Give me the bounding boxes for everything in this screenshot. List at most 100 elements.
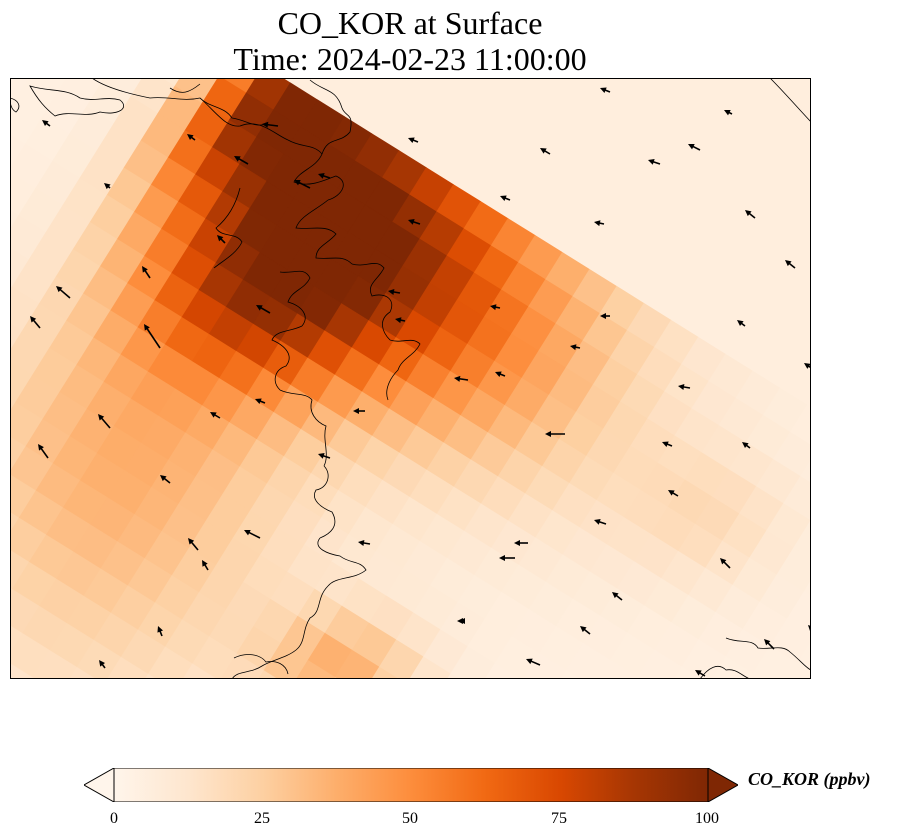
wind-arrow-head <box>600 87 607 94</box>
wind-arrow-head <box>500 195 507 202</box>
field-cell <box>10 134 26 170</box>
wind-arrow-head <box>490 304 497 311</box>
wind-arrow-head <box>678 384 685 390</box>
field-cell <box>107 656 149 679</box>
wind-arrow-head <box>217 235 224 242</box>
field-cell <box>182 663 218 679</box>
field-cell <box>76 639 122 679</box>
wind-arrow-head <box>526 658 533 665</box>
field-cell <box>484 663 521 679</box>
field-cell <box>752 645 798 679</box>
field-cell <box>378 639 424 679</box>
wind-arrow-head <box>688 144 695 150</box>
coastline <box>10 78 811 679</box>
wind-arrow-head <box>234 156 241 162</box>
map-title: CO_KOR at Surface <box>277 5 543 41</box>
colorbar-label: CO_KOR (ppbv) <box>748 769 871 789</box>
field-cell <box>10 625 23 655</box>
wind-arrow-head <box>408 137 415 144</box>
field-cell <box>32 650 78 679</box>
wind-arrow-head <box>294 180 301 186</box>
wind-arrow-head <box>30 316 37 323</box>
wind-arrow-head <box>144 324 150 331</box>
colorbar-tick: 0 <box>110 810 118 827</box>
field-cell <box>334 649 380 679</box>
wind-arrow-head <box>764 639 771 646</box>
wind-arrow-head <box>804 363 811 369</box>
wind-arrow-head <box>454 375 461 382</box>
wind-arrow-head <box>495 371 502 378</box>
colorbar-extend-min <box>84 768 115 802</box>
wind-arrow-head <box>256 305 263 311</box>
wind-vectors <box>30 87 811 677</box>
field-cell <box>10 398 16 412</box>
wind-arrow-head <box>160 475 167 482</box>
field-cell <box>447 673 460 679</box>
wind-arrow-head <box>98 414 105 421</box>
wind-arrow-head <box>388 289 395 295</box>
colorbar-tick: 50 <box>402 810 418 827</box>
wind-arrow-head <box>594 519 601 525</box>
colorbar <box>84 768 738 802</box>
wind-arrow-head <box>737 320 744 326</box>
wind-arrow-head <box>648 159 655 165</box>
wind-arrow-head <box>580 626 587 633</box>
field-cell <box>793 520 811 559</box>
field-cell <box>10 663 34 679</box>
field-cell <box>10 436 27 473</box>
colorbar-tick: 25 <box>254 810 270 827</box>
field-cell <box>749 673 763 679</box>
wind-arrow-head <box>318 173 325 179</box>
wind-arrow-head <box>724 110 731 116</box>
field-cell <box>565 642 611 679</box>
field-cell <box>786 591 811 635</box>
wind-arrow-head <box>202 560 208 567</box>
wind-arrow-head <box>210 412 217 418</box>
field-cell <box>787 662 811 679</box>
field-cell <box>147 646 193 679</box>
colorbar-extend-max <box>707 768 738 802</box>
wind-arrow-head <box>244 530 251 536</box>
wind-arrow-head <box>745 210 752 217</box>
wind-arrow-head <box>668 490 675 496</box>
wind-arrow-head <box>742 442 749 448</box>
wind-arrow-head <box>720 558 727 565</box>
field-cell <box>409 656 452 679</box>
field-cell <box>191 636 238 679</box>
field-cell <box>258 670 278 679</box>
wind-arrow-head <box>104 183 111 190</box>
wind-arrow-head <box>540 148 547 154</box>
wind-arrow-head <box>514 540 520 546</box>
wind-arrow-shaft <box>144 326 161 349</box>
wind-arrow-head <box>42 120 49 126</box>
wind-arrow-head <box>38 444 44 451</box>
wind-arrow-head <box>695 670 702 676</box>
wind-arrow-head <box>255 398 262 405</box>
wind-arrow-head <box>142 266 148 273</box>
wind-arrow-head <box>262 121 269 128</box>
colorbar-tick: 75 <box>551 810 567 827</box>
concentration-field <box>10 78 811 679</box>
field-cell <box>522 652 567 679</box>
field-cell <box>637 649 683 679</box>
field-cell <box>711 656 754 679</box>
field-cell <box>796 640 811 673</box>
wind-arrow-head <box>662 441 669 448</box>
field-cell <box>10 512 20 533</box>
wind-arrow-head <box>545 431 551 437</box>
field-cell <box>681 639 727 679</box>
field-cell <box>494 635 540 679</box>
wind-arrow-head <box>395 317 402 324</box>
map-time: Time: 2024-02-23 11:00:00 <box>233 41 587 77</box>
field-cell <box>10 323 23 352</box>
wind-arrow-head <box>459 618 465 624</box>
wind-arrow-head <box>56 286 63 293</box>
wind-arrow-head <box>594 220 601 227</box>
field-cell <box>799 458 811 484</box>
field-cell <box>803 579 811 597</box>
wind-arrow-head <box>358 540 365 546</box>
field-cell <box>560 669 581 679</box>
wind-arrow-head <box>353 408 359 414</box>
wind-arrow-head <box>157 626 164 633</box>
wind-arrow-head <box>318 453 325 459</box>
